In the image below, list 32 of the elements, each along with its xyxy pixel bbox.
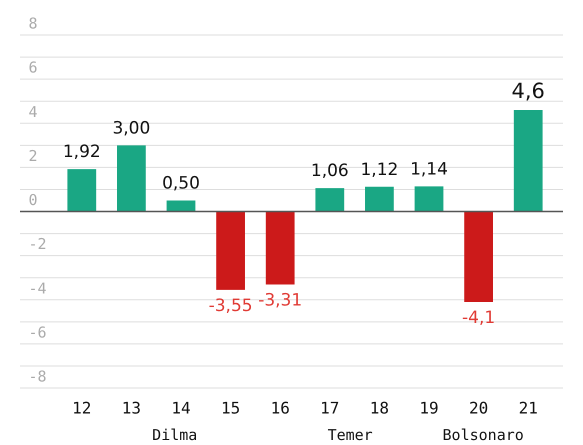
- text: Dilma: [152, 426, 198, 444]
- data-label: -4,1: [462, 308, 496, 328]
- y-tick-label: -6: [28, 323, 47, 342]
- data-label: 1,92: [62, 142, 101, 162]
- y-tick-label: 6: [28, 58, 38, 77]
- data-label: -3,31: [258, 290, 302, 311]
- x-tick-label: 18: [370, 398, 390, 418]
- x-tick-label: 14: [171, 398, 191, 418]
- y-tick-label: 2: [28, 146, 38, 165]
- data-label: 1,14: [410, 159, 448, 180]
- data-label: 1,06: [310, 161, 349, 182]
- x-tick-label: 15: [220, 398, 240, 418]
- x-tick-label: 13: [122, 398, 142, 418]
- data-label: 4,6: [512, 79, 545, 104]
- data-label: 1,12: [360, 160, 398, 180]
- y-tick-label: -4: [28, 279, 47, 298]
- y-tick-label: 0: [28, 191, 38, 209]
- y-tick-label: 4: [28, 102, 38, 121]
- x-tick-label: 20: [468, 398, 488, 418]
- x-tick-label: 19: [419, 398, 439, 418]
- data-label: 3,00: [112, 118, 150, 138]
- y-tick-label: -8: [28, 368, 47, 386]
- y-tick-label: 8: [28, 14, 38, 32]
- x-tick-label: 16: [270, 398, 290, 418]
- y-tick-label: -2: [28, 235, 47, 254]
- data-label: 0,50: [162, 173, 200, 194]
- x-tick-label: 21: [518, 398, 538, 418]
- x-tick-label: 12: [72, 398, 92, 418]
- text: Bolsonaro: [442, 426, 524, 444]
- data-label: -3,55: [208, 296, 253, 316]
- x-tick-label: 17: [320, 398, 340, 418]
- text: Temer: [328, 426, 373, 444]
